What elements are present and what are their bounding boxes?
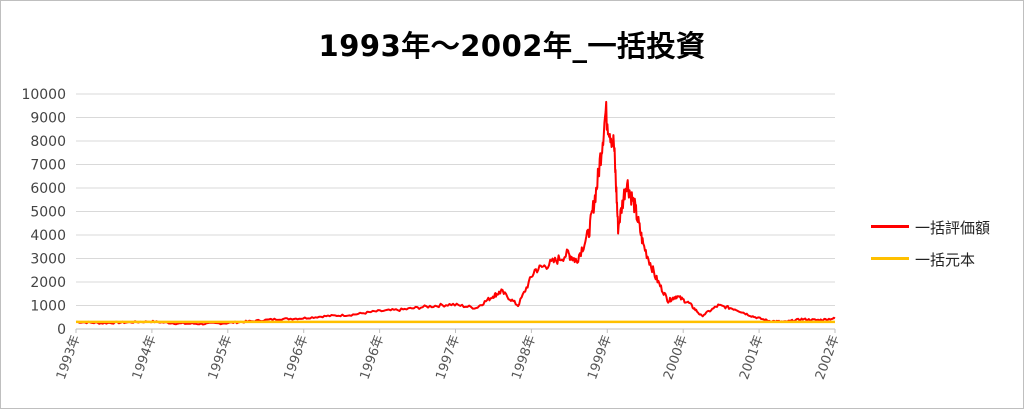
x-tick-label: 2000年 [661, 333, 691, 381]
y-tick-label: 6000 [30, 181, 66, 197]
x-tick-label: 1999年 [585, 333, 615, 381]
x-tick-label: 1996年 [282, 333, 312, 381]
x-tick-label: 1997年 [433, 333, 463, 381]
y-axis-ticks: 0 1000 2000 3000 4000 5000 6000 7000 8000 9000 100… [21, 87, 66, 338]
y-tick-label: 0 [57, 322, 66, 338]
legend-swatch-valuation [871, 225, 909, 228]
y-tick-label: 8000 [30, 134, 66, 150]
gridlines [76, 93, 835, 330]
x-tick-label: 1995年 [206, 333, 236, 381]
legend-label-principal: 一括元本 [915, 251, 976, 269]
x-tick-label: 1996年 [357, 333, 387, 381]
legend-label-valuation: 一括評価額 [915, 219, 991, 237]
y-tick-label: 2000 [30, 275, 66, 291]
y-tick-label: 3000 [30, 252, 66, 268]
x-tick-label: 2002年 [813, 333, 843, 381]
x-axis-ticks: 1993年 1994年 1995年 1996年 1996年 1997年 1998年 1999年… [54, 329, 843, 382]
chart-title: 1993年～2002年_一括投資 [318, 29, 706, 63]
y-tick-label: 9000 [30, 111, 66, 127]
series-line-valuation [75, 100, 836, 326]
x-tick-label: 1993年 [54, 333, 84, 381]
y-tick-label: 7000 [30, 158, 66, 174]
series-lines [75, 100, 836, 326]
legend-swatch-principal [871, 257, 909, 260]
x-tick-label: 2001年 [737, 333, 767, 381]
y-tick-label: 5000 [30, 205, 66, 221]
x-tick-label: 1994年 [130, 333, 160, 381]
y-tick-label: 10000 [21, 87, 66, 103]
legend-item-principal: 一括元本 [871, 247, 1021, 271]
y-tick-label: 4000 [30, 228, 66, 244]
y-tick-label: 1000 [30, 299, 66, 315]
legend-item-valuation: 一括評価額 [871, 215, 1021, 239]
x-tick-label: 1998年 [509, 333, 539, 381]
